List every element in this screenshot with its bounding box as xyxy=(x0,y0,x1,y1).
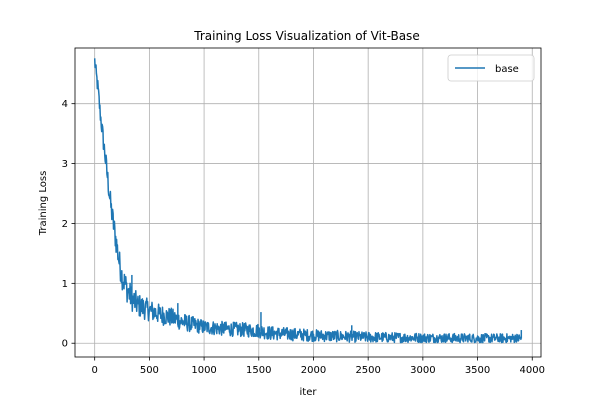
x-tick-label: 1000 xyxy=(191,365,216,376)
y-axis-ticks: 0 1 2 3 4 xyxy=(62,99,75,350)
legend: base xyxy=(447,54,535,82)
x-tick-label: 1500 xyxy=(246,365,271,376)
grid xyxy=(75,48,541,357)
plot-frame xyxy=(74,47,542,358)
x-tick-label: 0 xyxy=(92,365,98,376)
series-layer xyxy=(93,58,523,344)
x-tick-label: 3500 xyxy=(465,365,490,376)
legend-label-base: base xyxy=(495,64,519,75)
chart-title: Training Loss Visualization of Vit-Base xyxy=(193,29,419,43)
x-tick-label: 2000 xyxy=(301,365,326,376)
y-axis-label: Training Loss xyxy=(38,171,49,237)
x-axis-ticks: 0 500 1000 1500 2000 2500 3000 3500 4000 xyxy=(92,357,545,376)
y-tick-label: 0 xyxy=(62,339,68,350)
x-tick-label: 500 xyxy=(140,365,159,376)
legend-box xyxy=(447,54,535,82)
y-tick-label: 2 xyxy=(62,219,68,230)
x-tick-label: 2500 xyxy=(355,365,380,376)
y-tick-label: 3 xyxy=(62,159,68,170)
y-tick-label: 1 xyxy=(62,279,68,290)
y-tick-label: 4 xyxy=(62,99,68,110)
x-axis-label: iter xyxy=(300,387,318,398)
x-tick-label: 3000 xyxy=(410,365,435,376)
series-line-base xyxy=(93,58,523,344)
x-tick-label: 4000 xyxy=(520,365,545,376)
